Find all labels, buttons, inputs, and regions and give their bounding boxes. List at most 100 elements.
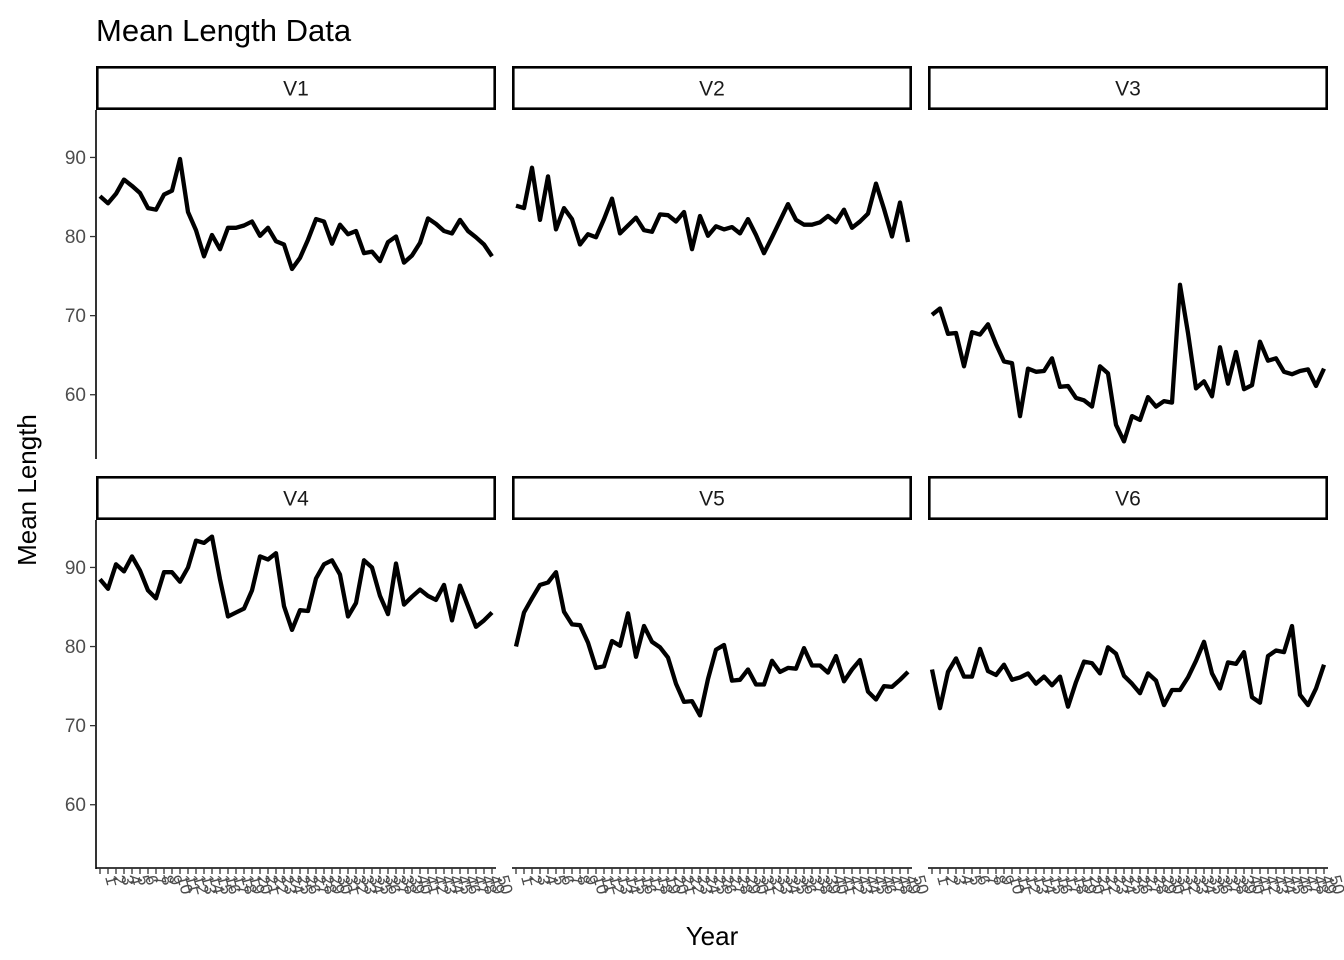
x-tick-label: 30: [749, 873, 772, 896]
x-tick-label: 46: [1293, 873, 1316, 896]
x-tick-label: 11: [181, 873, 204, 895]
x-tick-label: 46: [877, 873, 900, 896]
facet-strip-label: V5: [699, 488, 725, 511]
x-tick-label: 24: [701, 873, 724, 896]
x-tick-label: 25: [293, 873, 316, 896]
x-tick-label: 22: [1101, 873, 1124, 896]
x-tick-label: 22: [269, 873, 292, 896]
facet-panel-v4: V460708090123456789101112131415161718192…: [65, 475, 516, 896]
x-tick-label: 43: [853, 873, 876, 896]
x-tick-label: 15: [1045, 873, 1068, 896]
x-tick-label: 12: [189, 873, 212, 896]
x-tick-label: 32: [1181, 873, 1204, 896]
x-tick-label: 33: [357, 873, 380, 896]
x-tick-label: 44: [1277, 873, 1300, 896]
x-tick-label: 50: [909, 873, 932, 896]
series-line-v6: [929, 623, 1327, 711]
chart-title: Mean Length Data: [96, 13, 352, 48]
facet-panel-v2: V2: [511, 66, 912, 256]
x-tick-label: 36: [797, 873, 820, 896]
x-tick-label: 38: [813, 873, 836, 896]
facet-panel-v6: V612345678910111213141516171819202122232…: [927, 475, 1344, 896]
facet-panel-v1: V1 60 70 80 90: [65, 66, 496, 459]
x-tick-label: 49: [1317, 873, 1340, 896]
x-tick-label: 11: [597, 873, 620, 895]
x-tick-label: 21: [1093, 873, 1116, 896]
y-tick-label: 70: [65, 306, 86, 327]
x-tick-label: 42: [845, 873, 868, 896]
x-tick-label: 39: [405, 873, 428, 896]
facet-strip-label: V2: [699, 78, 725, 101]
x-tick-label: 23: [693, 873, 716, 896]
x-tick-label: 27: [725, 873, 748, 896]
x-tick-label: 49: [485, 873, 508, 896]
facet-strip-label: V4: [283, 488, 309, 511]
x-tick-label: 47: [885, 873, 908, 896]
x-tick-label: 38: [397, 873, 420, 896]
x-tick-label: 45: [1285, 873, 1308, 896]
x-tick-label: 23: [277, 873, 300, 896]
x-tick-label: 29: [1157, 873, 1180, 896]
x-tick-label: 40: [1245, 873, 1268, 896]
x-tick-label: 32: [349, 873, 372, 896]
x-tick-label: 15: [629, 873, 652, 896]
facet-panel-v3: V3: [927, 66, 1328, 444]
x-tick-label: 29: [325, 873, 348, 896]
x-tick-label: 24: [285, 873, 308, 896]
x-tick-label: 29: [741, 873, 764, 896]
x-tick-label: 36: [381, 873, 404, 896]
x-tick-label: 47: [1301, 873, 1324, 896]
x-tick-label: 19: [661, 873, 684, 896]
x-tick-label: 24: [1117, 873, 1140, 896]
series-line-v1: [98, 156, 494, 272]
x-tick-label: 39: [821, 873, 844, 896]
facet-strip-label: V3: [1115, 78, 1141, 101]
x-tick-label: 11: [1013, 873, 1036, 895]
x-tick-label: 13: [197, 873, 220, 896]
x-tick-label: 31: [757, 873, 780, 896]
x-tick-label: 37: [805, 873, 828, 896]
y-axis-title: Mean Length: [12, 414, 42, 566]
x-tick-label: 18: [653, 873, 676, 896]
x-tick-label: 17: [645, 873, 668, 896]
x-tick-label: 21: [677, 873, 700, 896]
x-tick-label: 35: [789, 873, 812, 896]
series-line-v3: [930, 282, 1326, 444]
facet-strip-label: V6: [1115, 488, 1141, 511]
x-tick-label: 10: [173, 873, 196, 896]
x-tick-label: 21: [261, 873, 284, 896]
x-tick-label: 13: [613, 873, 636, 896]
x-tick-label: 30: [1165, 873, 1188, 896]
x-tick-label: 12: [605, 873, 628, 896]
x-tick-label: 45: [869, 873, 892, 896]
x-tick-label: 44: [445, 873, 468, 896]
x-tick-label: 12: [1021, 873, 1044, 896]
facet-strip: [927, 475, 1328, 520]
x-tick-label: 28: [733, 873, 756, 896]
x-tick-label: 27: [1141, 873, 1164, 896]
x-tick-label: 17: [229, 873, 252, 896]
x-tick-label: 49: [901, 873, 924, 896]
series-line-v4: [98, 534, 494, 633]
x-tick-label: 45: [453, 873, 476, 896]
x-tick-label: 41: [421, 873, 444, 896]
x-tick-label: 18: [237, 873, 260, 896]
x-tick-label: 42: [429, 873, 452, 896]
x-tick-label: 41: [837, 873, 860, 896]
y-tick-label: 60: [65, 385, 86, 406]
x-tick-label: 46: [461, 873, 484, 896]
x-tick-label: 28: [317, 873, 340, 896]
x-tick-label: 43: [1269, 873, 1292, 896]
x-tick-label: 15: [213, 873, 236, 896]
x-tick-label: 37: [1221, 873, 1244, 896]
y-tick-label: 80: [65, 637, 86, 658]
x-tick-label: 48: [893, 873, 916, 896]
x-tick-label: 30: [333, 873, 356, 896]
x-tick-label: 44: [861, 873, 884, 896]
facet-strip-label: V1: [283, 78, 309, 101]
x-tick-label: 26: [301, 873, 324, 896]
x-tick-label: 25: [709, 873, 732, 896]
facet-strip: [511, 475, 912, 520]
x-tick-label: 19: [245, 873, 268, 896]
